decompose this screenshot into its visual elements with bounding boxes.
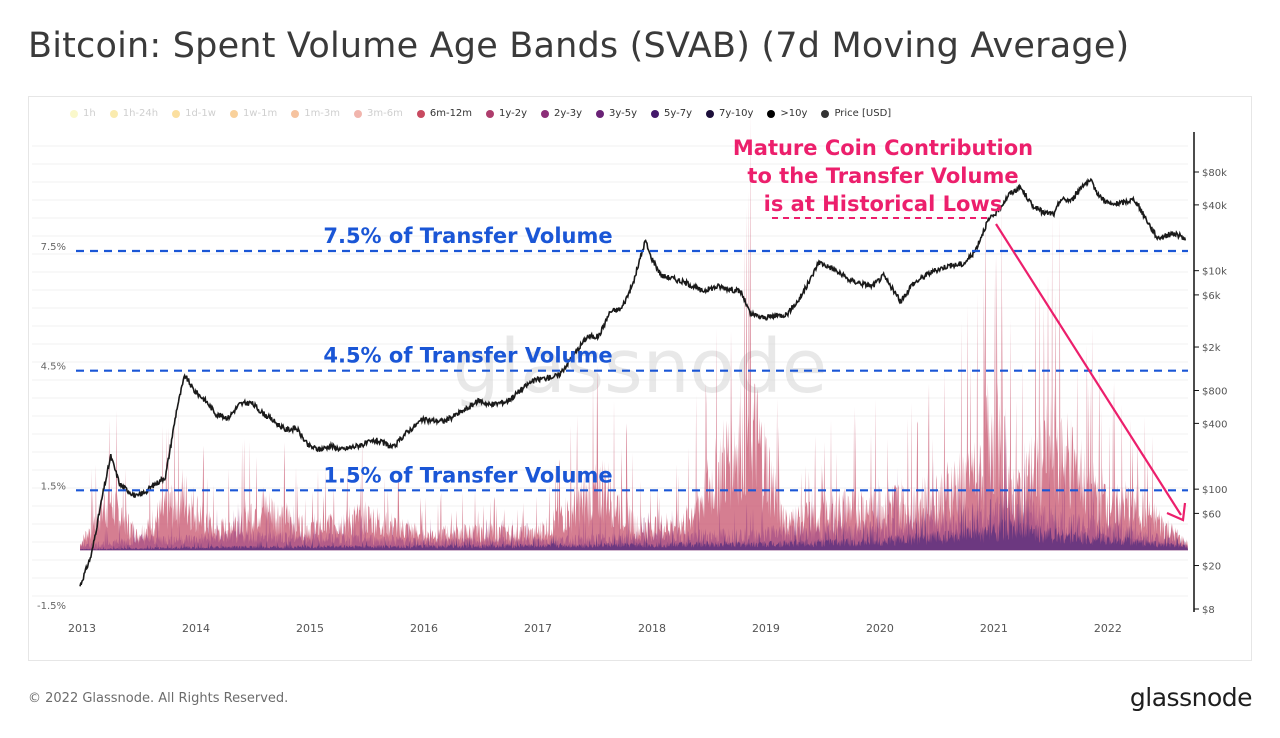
y-right-tick-label: $40k [1202, 201, 1227, 212]
legend-label: >10y [780, 108, 808, 119]
axis-layer: 7.5% 4.5% 1.5% -1.5% $80k $40k $10k $6k $2k $800 $… [37, 132, 1227, 635]
x-tick-label: 2013 [68, 622, 96, 635]
legend-item[interactable]: Price [USD] [821, 108, 891, 119]
copyright-text: © 2022 Glassnode. All Rights Reserved. [28, 691, 289, 706]
legend-dot [596, 109, 605, 118]
band-3y-5y [80, 478, 1188, 551]
legend-label: 1h-24h [122, 108, 159, 119]
x-tick-label: 2018 [638, 622, 666, 635]
callout-text: Mature Coin Contribution [733, 136, 1033, 160]
legend-item[interactable]: 6m-12m [416, 108, 473, 119]
x-tick-label: 2019 [752, 622, 780, 635]
x-tick-label: 2022 [1094, 622, 1122, 635]
callout-arrow-shaft [995, 223, 1182, 516]
x-tick-label: 2015 [296, 622, 324, 635]
legend-dot [172, 109, 181, 118]
threshold-label: 1.5% of Transfer Volume [323, 463, 612, 487]
legend-dot [541, 109, 550, 118]
legend-label: 1d-1w [185, 108, 216, 119]
legend-dot [651, 109, 660, 118]
legend-item[interactable]: 1w-1m [229, 108, 278, 119]
legend-item[interactable]: 1y-2y [486, 108, 527, 119]
legend-item[interactable]: 1m-3m [291, 108, 340, 119]
legend-dot [767, 109, 776, 118]
y-right-tick-label: $6k [1202, 291, 1221, 302]
y-right-tick-label: $60 [1202, 509, 1221, 520]
legend-label: 1w-1m [242, 108, 278, 119]
legend-item[interactable]: 2y-3y [541, 108, 582, 119]
legend-label: 3m-6m [367, 108, 403, 119]
x-tick-label: 2017 [524, 622, 552, 635]
threshold-label: 7.5% of Transfer Volume [323, 224, 612, 248]
callout-text: is at Historical Lows [764, 192, 1003, 216]
callout-arrow-head [1166, 502, 1187, 522]
y-left-tick-label: -1.5% [37, 601, 66, 612]
y-right-tick-label: $100 [1202, 485, 1227, 496]
y-right-tick-label: $8 [1202, 605, 1215, 616]
price-line [79, 177, 1187, 587]
band-6m-12m [80, 110, 1188, 551]
chart-frame [28, 96, 1252, 661]
legend-dot [821, 109, 830, 118]
y-left-tick-label: 1.5% [41, 481, 66, 492]
legend-dot [706, 109, 715, 118]
legend-dot [70, 109, 78, 118]
x-tick-label: 2014 [182, 622, 210, 635]
area-layer [80, 110, 1188, 551]
legend-dot [109, 109, 118, 118]
legend-item[interactable]: 1h [70, 108, 96, 119]
y-right-tick-label: $800 [1202, 387, 1227, 398]
x-tick-label: 2016 [410, 622, 438, 635]
price-layer [79, 177, 1187, 587]
legend-label: Price [USD] [834, 108, 892, 119]
x-tick-label: 2021 [980, 622, 1008, 635]
legend-dot [291, 109, 300, 118]
legend-label: 7y-10y [719, 108, 754, 119]
legend-item[interactable]: 1h-24h [109, 108, 159, 119]
y-right-tick-label: $2k [1202, 343, 1221, 354]
threshold-layer: 7.5% of Transfer Volume 4.5% of Transfer … [76, 224, 1188, 492]
legend-label: 1y-2y [499, 108, 528, 119]
legend-item[interactable]: 3y-5y [596, 108, 637, 119]
legend-dot [416, 109, 425, 118]
annotation-layer: Mature Coin Contribution to the Transfer … [733, 136, 1187, 522]
legend-dot [486, 109, 495, 118]
legend-label: 3y-5y [609, 108, 638, 119]
x-tick-label: 2020 [866, 622, 894, 635]
y-left-tick-label: 4.5% [41, 362, 66, 373]
callout-text: to the Transfer Volume [747, 164, 1018, 188]
legend-dot [229, 109, 238, 118]
glassnode-logo[interactable]: glassnode [1129, 683, 1253, 712]
y-right-tick-label: $80k [1202, 168, 1227, 179]
legend-label: 1h [83, 108, 96, 119]
legend-label: 2y-3y [554, 108, 583, 119]
y-left-tick-label: 7.5% [41, 242, 66, 253]
y-right-tick-label: $20 [1202, 562, 1221, 573]
chart-legend: 1h 1h-24h 1d-1w 1w-1m 1m-3m 3m-6m 6m-12m 1y-2y 2… [70, 108, 891, 119]
y-right-tick-label: $10k [1202, 267, 1227, 278]
legend-dot [354, 109, 363, 118]
legend-item[interactable]: 1d-1w [172, 108, 216, 119]
legend-label: 6m-12m [429, 108, 473, 119]
legend-label: 5y-7y [664, 108, 693, 119]
legend-item[interactable]: 5y-7y [651, 108, 692, 119]
legend-label: 1m-3m [304, 108, 341, 119]
threshold-label: 4.5% of Transfer Volume [323, 344, 612, 368]
legend-item[interactable]: >10y [767, 108, 807, 119]
y-right-tick-label: $400 [1202, 419, 1227, 430]
page-title: Bitcoin: Spent Volume Age Bands (SVAB) (… [28, 26, 1130, 66]
legend-item[interactable]: 7y-10y [706, 108, 753, 119]
legend-item[interactable]: 3m-6m [354, 108, 403, 119]
